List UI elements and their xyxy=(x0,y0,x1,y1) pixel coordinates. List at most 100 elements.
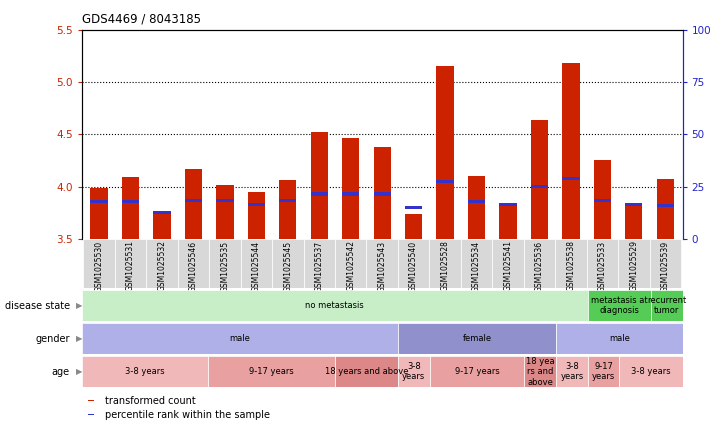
Bar xyxy=(468,200,485,203)
Text: percentile rank within the sample: percentile rank within the sample xyxy=(105,409,269,420)
Text: GSM1025537: GSM1025537 xyxy=(315,240,324,291)
Text: male: male xyxy=(609,334,630,343)
Bar xyxy=(209,239,240,288)
Bar xyxy=(247,192,265,239)
Text: female: female xyxy=(462,334,491,343)
Bar xyxy=(122,177,139,239)
Text: no metastasis: no metastasis xyxy=(305,301,364,310)
Bar xyxy=(437,66,454,239)
Bar xyxy=(335,239,366,288)
Bar xyxy=(618,239,650,288)
Bar xyxy=(461,239,492,288)
Bar xyxy=(499,204,517,239)
Text: GSM1025545: GSM1025545 xyxy=(283,240,292,291)
Text: 9-17 years: 9-17 years xyxy=(249,367,294,376)
Text: GSM1025531: GSM1025531 xyxy=(126,240,135,291)
Text: GSM1025541: GSM1025541 xyxy=(503,240,513,291)
Bar xyxy=(405,206,422,209)
Bar xyxy=(429,356,525,387)
Text: 18 yea
rs and
above: 18 yea rs and above xyxy=(526,357,555,387)
Bar xyxy=(82,356,208,387)
Text: 3-8 years: 3-8 years xyxy=(125,367,165,376)
Bar xyxy=(82,323,398,354)
Bar xyxy=(87,400,95,401)
Bar xyxy=(247,203,265,206)
Bar xyxy=(594,199,611,202)
Bar xyxy=(625,203,643,206)
Bar xyxy=(398,323,556,354)
Bar xyxy=(208,356,335,387)
Bar xyxy=(311,192,328,195)
Text: GSM1025546: GSM1025546 xyxy=(189,240,198,291)
Bar xyxy=(216,184,233,239)
Text: GSM1025534: GSM1025534 xyxy=(472,240,481,291)
Text: male: male xyxy=(230,334,250,343)
Text: ▶: ▶ xyxy=(75,334,82,343)
Text: 3-8
years: 3-8 years xyxy=(560,362,584,381)
Text: GSM1025543: GSM1025543 xyxy=(378,240,387,291)
Bar xyxy=(87,414,95,415)
Bar xyxy=(524,239,555,288)
Bar xyxy=(588,290,651,321)
Bar xyxy=(657,204,674,207)
Bar xyxy=(272,239,304,288)
Text: GSM1025542: GSM1025542 xyxy=(346,240,356,291)
Bar xyxy=(429,239,461,288)
Bar xyxy=(405,214,422,239)
Bar xyxy=(657,179,674,239)
Bar xyxy=(240,239,272,288)
Bar xyxy=(366,239,398,288)
Bar xyxy=(398,239,429,288)
Text: GSM1025535: GSM1025535 xyxy=(220,240,230,291)
Bar xyxy=(335,356,398,387)
Bar xyxy=(562,63,579,239)
Bar xyxy=(525,356,556,387)
Text: GSM1025533: GSM1025533 xyxy=(598,240,607,291)
Bar xyxy=(531,185,548,188)
Bar xyxy=(373,147,391,239)
Text: disease state: disease state xyxy=(4,301,70,310)
Text: transformed count: transformed count xyxy=(105,396,196,406)
Text: GSM1025532: GSM1025532 xyxy=(157,240,166,291)
Text: GSM1025536: GSM1025536 xyxy=(535,240,544,291)
Bar xyxy=(556,323,683,354)
Bar xyxy=(114,239,146,288)
Bar xyxy=(556,356,588,387)
Bar xyxy=(555,239,587,288)
Text: GSM1025538: GSM1025538 xyxy=(567,240,575,291)
Bar xyxy=(492,239,524,288)
Bar xyxy=(587,239,618,288)
Bar xyxy=(373,192,391,195)
Bar xyxy=(216,199,233,202)
Text: GSM1025528: GSM1025528 xyxy=(441,240,449,291)
Text: 9-17 years: 9-17 years xyxy=(454,367,499,376)
Bar xyxy=(619,356,683,387)
Bar xyxy=(625,206,643,239)
Bar xyxy=(650,239,681,288)
Bar xyxy=(83,239,114,288)
Bar xyxy=(279,199,296,202)
Text: GDS4469 / 8043185: GDS4469 / 8043185 xyxy=(82,13,201,26)
Bar xyxy=(398,356,429,387)
Text: GSM1025529: GSM1025529 xyxy=(629,240,638,291)
Bar xyxy=(185,199,202,202)
Bar xyxy=(279,180,296,239)
Text: 18 years and above: 18 years and above xyxy=(325,367,408,376)
Bar xyxy=(342,138,359,239)
Text: metastasis at
diagnosis: metastasis at diagnosis xyxy=(591,296,648,315)
Text: 9-17
years: 9-17 years xyxy=(592,362,615,381)
Bar xyxy=(531,120,548,239)
Text: GSM1025539: GSM1025539 xyxy=(661,240,670,291)
Bar xyxy=(437,180,454,183)
Text: 3-8
years: 3-8 years xyxy=(402,362,425,381)
Text: ▶: ▶ xyxy=(75,367,82,376)
Bar xyxy=(90,200,107,203)
Bar xyxy=(146,239,178,288)
Bar xyxy=(122,200,139,203)
Text: age: age xyxy=(52,367,70,376)
Bar xyxy=(311,132,328,239)
Bar xyxy=(82,290,588,321)
Bar xyxy=(651,290,683,321)
Text: 3-8 years: 3-8 years xyxy=(631,367,670,376)
Bar xyxy=(154,211,171,214)
